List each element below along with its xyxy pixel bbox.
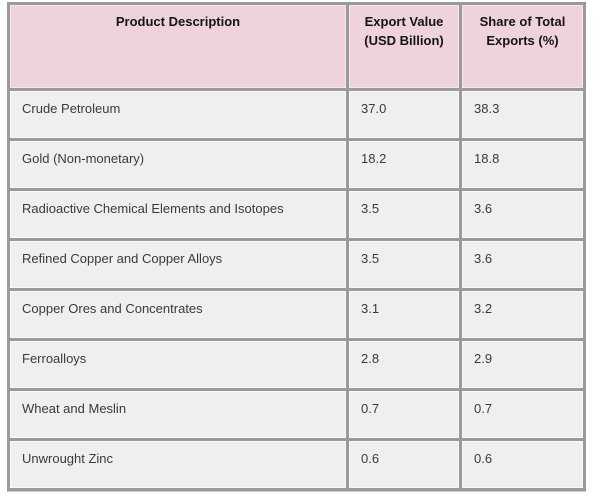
table-row: Radioactive Chemical Elements and Isotop… xyxy=(10,191,583,238)
product-cell: Copper Ores and Concentrates xyxy=(10,291,346,338)
column-header-share-of-total-exports: Share of Total Exports (%) xyxy=(462,5,583,88)
export-value-cell: 37.0 xyxy=(349,91,459,138)
export-value-cell: 0.6 xyxy=(349,441,459,488)
share-cell: 3.2 xyxy=(462,291,583,338)
share-cell: 18.8 xyxy=(462,141,583,188)
share-cell: 3.6 xyxy=(462,191,583,238)
share-cell: 0.7 xyxy=(462,391,583,438)
table-row: Crude Petroleum 37.0 38.3 xyxy=(10,91,583,138)
export-value-cell: 2.8 xyxy=(349,341,459,388)
table-row: Gold (Non-monetary) 18.2 18.8 xyxy=(10,141,583,188)
product-cell: Unwrought Zinc xyxy=(10,441,346,488)
exports-table-container: Product Description Export Value (USD Bi… xyxy=(7,2,586,492)
export-value-cell: 18.2 xyxy=(349,141,459,188)
table-row: Wheat and Meslin 0.7 0.7 xyxy=(10,391,583,438)
column-header-product-description: Product Description xyxy=(10,5,346,88)
table-row: Refined Copper and Copper Alloys 3.5 3.6 xyxy=(10,241,583,288)
product-cell: Crude Petroleum xyxy=(10,91,346,138)
table-row: Copper Ores and Concentrates 3.1 3.2 xyxy=(10,291,583,338)
product-cell: Gold (Non-monetary) xyxy=(10,141,346,188)
export-value-cell: 3.1 xyxy=(349,291,459,338)
table-row: Unwrought Zinc 0.6 0.6 xyxy=(10,441,583,488)
share-cell: 38.3 xyxy=(462,91,583,138)
export-value-cell: 3.5 xyxy=(349,191,459,238)
export-value-cell: 3.5 xyxy=(349,241,459,288)
product-cell: Ferroalloys xyxy=(10,341,346,388)
column-header-export-value: Export Value (USD Billion) xyxy=(349,5,459,88)
product-cell: Wheat and Meslin xyxy=(10,391,346,438)
share-cell: 3.6 xyxy=(462,241,583,288)
export-value-cell: 0.7 xyxy=(349,391,459,438)
exports-table: Product Description Export Value (USD Bi… xyxy=(7,2,586,492)
table-row: Ferroalloys 2.8 2.9 xyxy=(10,341,583,388)
product-cell: Radioactive Chemical Elements and Isotop… xyxy=(10,191,346,238)
share-cell: 2.9 xyxy=(462,341,583,388)
product-cell: Refined Copper and Copper Alloys xyxy=(10,241,346,288)
share-cell: 0.6 xyxy=(462,441,583,488)
header-row: Product Description Export Value (USD Bi… xyxy=(10,5,583,88)
table-body: Crude Petroleum 37.0 38.3 Gold (Non-mone… xyxy=(10,91,583,488)
